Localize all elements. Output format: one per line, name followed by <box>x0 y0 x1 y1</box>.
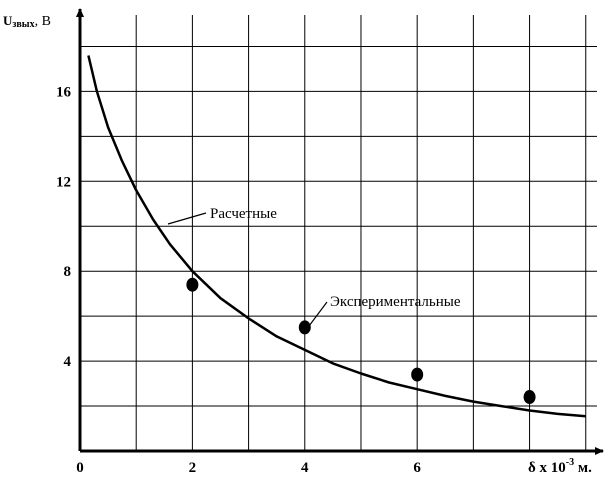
tick-labels: 0 2 4 6 4 8 12 16 <box>56 84 421 476</box>
x-axis-label-unit: м. <box>574 460 592 476</box>
x-axis-label: δ x 10-3 м. <box>528 457 592 476</box>
x-axis-label-main: δ x 10 <box>528 460 566 476</box>
annotation-label-experimental: Экспериментальные <box>330 294 461 310</box>
series-layer <box>87 55 586 418</box>
x-tick-label: 6 <box>413 460 421 476</box>
y-axis-label-main: U <box>3 13 13 28</box>
annotation-label-calculated: Расчетные <box>210 206 277 222</box>
annotation-leader-calculated <box>167 212 207 225</box>
y-axis-label-sub: звых <box>12 19 34 30</box>
x-axis-label-exp: -3 <box>566 457 574 468</box>
y-tick-label: 12 <box>56 174 71 190</box>
data-point-experimental <box>411 367 424 382</box>
x-tick-label: 2 <box>189 460 197 476</box>
data-point-experimental <box>523 390 536 405</box>
grid <box>80 15 597 451</box>
data-point-experimental <box>186 277 199 292</box>
series-line-calculated <box>87 55 586 418</box>
y-tick-label: 16 <box>56 84 72 100</box>
y-axis-label-unit: , В <box>35 14 51 29</box>
annotation-leader-experimental <box>308 301 328 327</box>
x-tick-label: 4 <box>301 460 309 476</box>
y-axis-label: Uзвых, В <box>3 13 51 30</box>
axes <box>76 8 604 455</box>
data-point-experimental <box>298 320 311 335</box>
y-tick-label: 4 <box>64 354 72 370</box>
annotations: Расчетные Экспериментальные <box>167 206 461 327</box>
y-tick-label: 8 <box>64 264 72 280</box>
x-tick-label: 0 <box>76 460 84 476</box>
